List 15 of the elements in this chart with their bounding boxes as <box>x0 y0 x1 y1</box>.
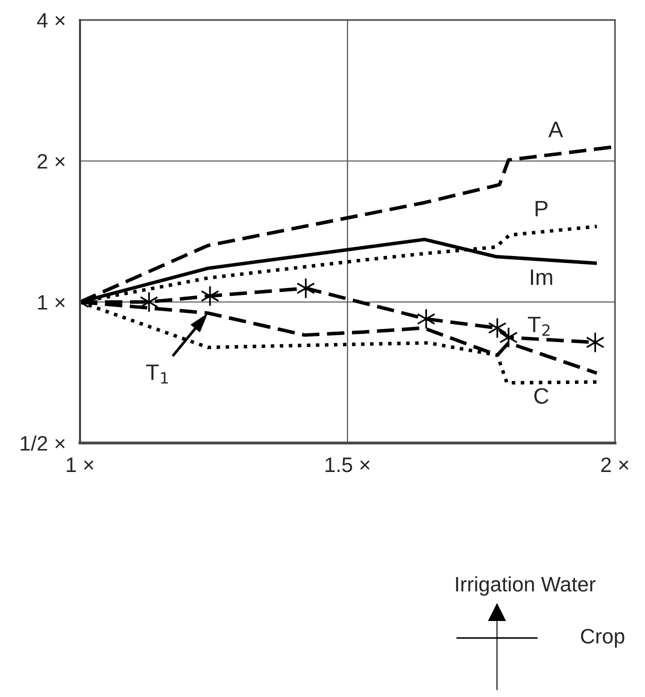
x-tick-label: 1.5 × <box>326 458 370 472</box>
y-tick-label: 4 × <box>37 13 65 28</box>
legend-label: T$_{1}$ <box>146 364 168 384</box>
series-label: P <box>536 200 548 216</box>
x-tick-label: 2 × <box>601 457 628 472</box>
text: Crop <box>581 628 624 648</box>
text: Irrigation Water <box>456 576 596 596</box>
series-label: C <box>534 388 548 404</box>
y-tick-label: 1 × <box>38 295 65 310</box>
x-tick-label: 1 × <box>66 458 94 472</box>
series-label: T$_{2}$ <box>528 316 550 336</box>
y-tick-label: 2 × <box>38 154 65 169</box>
y-tick-label: 1/2 × <box>20 435 65 451</box>
series-label: Im <box>530 270 552 285</box>
series-label: A <box>548 122 564 138</box>
